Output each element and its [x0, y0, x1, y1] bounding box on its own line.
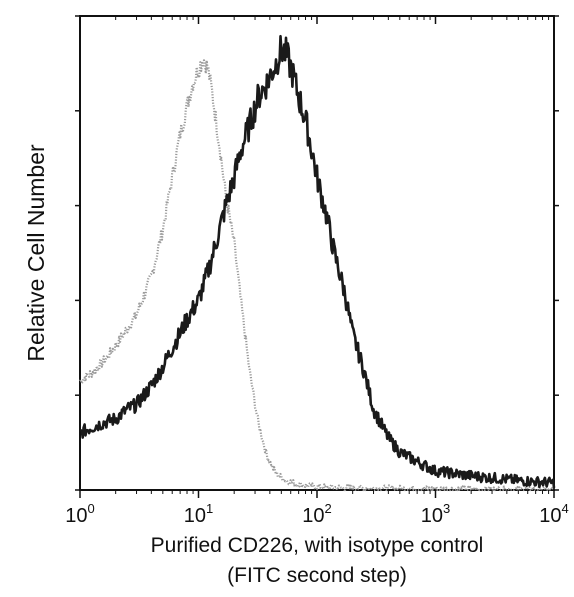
x-tick-label: 100	[65, 501, 94, 527]
x-tick-label: 104	[539, 501, 568, 527]
series-line-2	[79, 34, 556, 489]
plot-frame	[79, 15, 555, 491]
x-tick-label: 101	[184, 501, 213, 527]
x-tick-label: 103	[421, 501, 450, 527]
series-line-1	[79, 59, 555, 492]
x-axis-label: Purified CD226, with isotype control	[150, 534, 484, 557]
x-tick-label: 102	[302, 501, 331, 527]
x-axis-label-line2: (FITC second step)	[227, 564, 407, 587]
